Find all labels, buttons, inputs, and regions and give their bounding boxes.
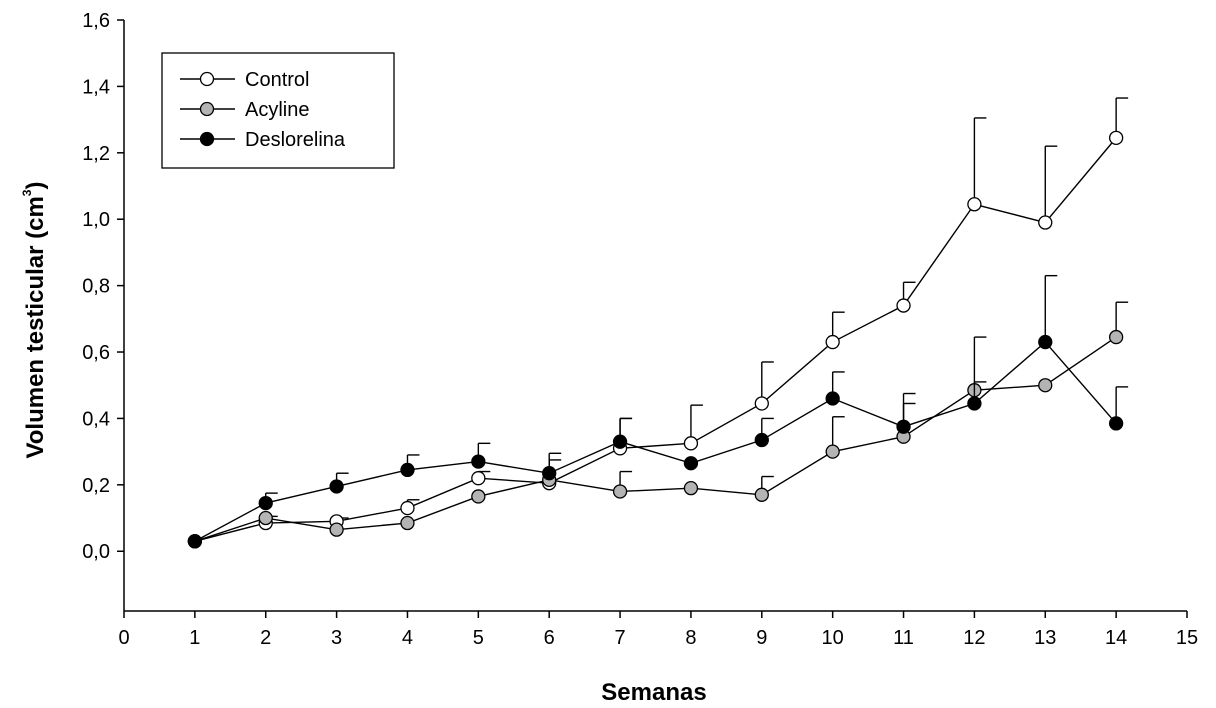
data-point [1038,215,1053,230]
y-axis-title: Volumen testicular (cm3) [20,182,49,459]
data-point [471,471,486,486]
series-line [194,341,1117,542]
data-point [825,334,840,350]
x-tick-label: 4 [402,627,413,649]
data-point [1108,416,1124,431]
x-tick-label: 11 [893,627,914,649]
legend-marker [199,101,215,117]
data-point [754,396,769,411]
x-tick-label: 12 [963,627,985,649]
y-tick-label: 0,2 [82,475,110,497]
y-tick-label: 1,4 [82,76,110,98]
data-point [825,391,840,406]
plot-series [187,97,1129,549]
data-point [612,484,628,499]
data-point [683,436,699,451]
data-point [612,434,628,449]
x-tick-label: 5 [473,627,484,649]
data-point [187,534,203,549]
data-point [258,510,273,526]
series-line [194,137,1117,542]
legend-marker [199,71,215,87]
x-tick-label: 7 [615,627,626,649]
x-tick-label: 6 [544,627,555,649]
data-point [329,522,344,537]
legend-marker [199,131,215,147]
y-tick-label: 0,6 [82,342,110,364]
data-point [967,396,982,411]
series-line [194,336,1117,542]
data-point [1108,130,1124,146]
x-tick-label: 0 [118,627,129,649]
legend-label-deslorelina: Deslorelina [245,129,346,151]
series-deslorelina [187,274,1129,549]
y-axis-title-main: Volumen testicular (cm [22,196,49,458]
x-tick-label: 10 [822,627,844,649]
data-point [683,456,699,471]
data-point [683,481,699,496]
x-tick-label: 14 [1105,627,1127,649]
x-tick-label: 8 [685,627,696,649]
data-point [754,487,769,502]
y-tick-label: 0,4 [82,408,110,430]
x-tick-label: 2 [260,627,271,649]
legend: Control Acyline Deslorelina [161,52,395,169]
legend-label-control: Control [245,69,309,91]
series-acyline [187,301,1129,549]
data-point [1108,329,1124,345]
data-point [754,432,769,448]
y-tick-label: 0,0 [82,541,110,563]
data-point [329,479,344,494]
y-tick-label: 0,8 [82,276,110,298]
data-point [542,466,557,481]
data-point [258,495,273,511]
legend-label-acyline: Acyline [245,99,309,121]
x-tick-label: 3 [331,627,342,649]
data-point [400,515,415,531]
data-point [1038,334,1053,350]
x-tick-label: 9 [756,627,767,649]
y-tick-label: 1,6 [82,10,110,32]
x-axis-title: Semanas [601,679,706,706]
y-tick-label: 1,2 [82,143,110,165]
y-tick-label: 1,0 [82,209,110,231]
data-point [400,462,415,478]
y-axis-title-superscript: 3 [20,189,34,196]
x-tick-label: 1 [189,627,200,649]
data-point [896,298,911,313]
data-point [400,500,415,516]
axes: 0,00,20,40,60,81,01,21,41,60 1 2 3 4 5 6 7 8 9 10 1… [82,10,1198,649]
y-axis-title-close: ) [22,182,49,190]
data-point [825,444,840,459]
data-point [1038,378,1053,393]
data-point [896,419,911,434]
data-point [471,489,486,504]
x-tick-label: 13 [1034,627,1056,649]
data-point [471,454,486,469]
data-point [967,197,982,212]
x-tick-label: 15 [1176,627,1198,649]
